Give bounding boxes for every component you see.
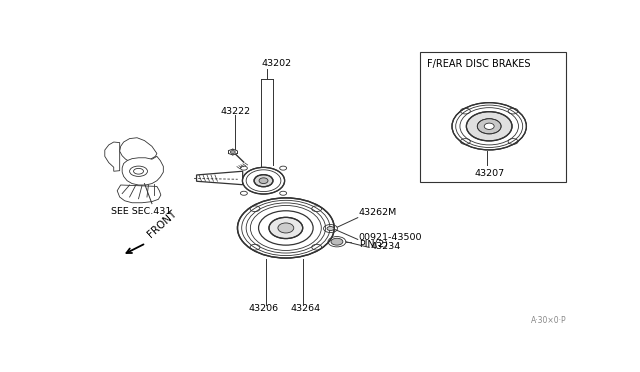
Text: FRONT: FRONT [146, 208, 179, 239]
Ellipse shape [484, 123, 494, 129]
Polygon shape [122, 156, 163, 185]
Ellipse shape [278, 223, 294, 233]
Text: 43207: 43207 [474, 169, 504, 178]
Text: 43202: 43202 [261, 59, 291, 68]
Circle shape [230, 151, 236, 154]
Circle shape [331, 238, 343, 245]
Ellipse shape [254, 175, 273, 187]
Ellipse shape [477, 119, 501, 134]
Ellipse shape [237, 198, 334, 258]
Ellipse shape [467, 112, 512, 141]
Polygon shape [120, 138, 157, 163]
Text: 43222: 43222 [220, 107, 250, 116]
Text: 43262M: 43262M [359, 208, 397, 217]
Text: F/REAR DISC BRAKES: F/REAR DISC BRAKES [428, 59, 531, 69]
Ellipse shape [243, 167, 285, 194]
Ellipse shape [452, 103, 526, 150]
Text: SEE SEC.431: SEE SEC.431 [111, 207, 171, 217]
Text: A·30×0·P: A·30×0·P [531, 316, 566, 325]
Text: PIN(2): PIN(2) [359, 240, 388, 248]
Text: 00921-43500: 00921-43500 [359, 233, 422, 242]
Polygon shape [196, 171, 243, 185]
Polygon shape [105, 142, 120, 171]
Ellipse shape [269, 217, 303, 238]
Text: 43264: 43264 [291, 304, 321, 313]
Text: 43234: 43234 [371, 243, 401, 251]
Bar [420, 52, 566, 182]
Text: 43206: 43206 [248, 304, 279, 313]
Circle shape [327, 227, 334, 231]
Polygon shape [117, 185, 161, 203]
Ellipse shape [259, 178, 268, 183]
